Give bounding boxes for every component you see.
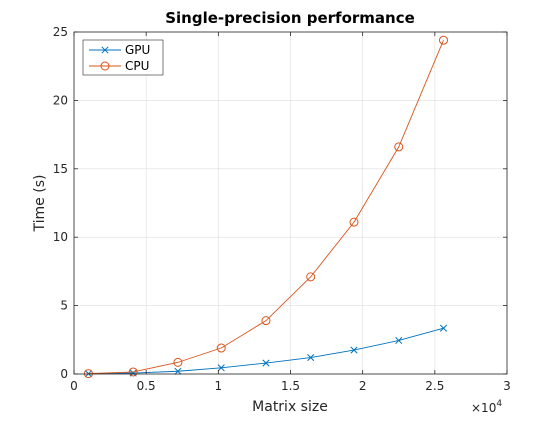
- x-tick-label: 1: [215, 379, 223, 393]
- gpu-data-point-stroke-b: [395, 336, 403, 345]
- cpu-series-line: [88, 40, 444, 375]
- y-axis-label: Time (s): [32, 175, 48, 233]
- gpu-data-point-stroke-b: [350, 346, 358, 354]
- cpu-data-point: [216, 343, 226, 353]
- cpu-data-point: [83, 369, 93, 379]
- cpu-data-point: [394, 142, 404, 152]
- legend-gpu-marker: [101, 46, 109, 54]
- x-axis-exponent-base: ×10: [471, 401, 496, 415]
- cpu-data-point: [261, 316, 271, 326]
- x-axis-label: Matrix size: [252, 399, 328, 415]
- cpu-data-point: [306, 272, 316, 282]
- y-tick-label: 25: [53, 25, 68, 39]
- gpu-data-point: [307, 354, 315, 362]
- legend: GPU CPU: [82, 39, 164, 76]
- legend-box: [82, 39, 164, 76]
- x-axis-exponent-power: 4: [496, 399, 502, 409]
- y-tick-label: 5: [60, 299, 68, 313]
- gpu-data-point: [395, 336, 403, 345]
- gpu-data-point-stroke-b: [262, 359, 270, 367]
- gpu-data-point-stroke-b: [439, 324, 448, 332]
- cpu-data-point: [128, 367, 138, 377]
- gpu-data-point: [262, 359, 270, 367]
- gpu-data-point-stroke-b: [174, 367, 182, 375]
- axes: 0 0.5 1 1.5 2 2.5 3 0 5 10 15 20 25: [53, 25, 511, 393]
- x-tick-label: 0: [70, 379, 78, 393]
- gpu-data-point-stroke-b: [217, 364, 225, 372]
- x-tick-label: 0.5: [137, 379, 156, 393]
- cpu-data-point: [173, 357, 183, 367]
- gpu-data-point: [217, 364, 225, 372]
- y-tick-label: 10: [53, 230, 68, 244]
- legend-gpu-label: GPU: [125, 43, 150, 57]
- x-tick-label: 2.5: [425, 379, 444, 393]
- cpu-data-point: [349, 217, 359, 227]
- cpu-data-point: [438, 35, 448, 45]
- legend-gpu-marker-stroke-b: [101, 46, 109, 54]
- y-tick-label: 0: [60, 367, 68, 381]
- chart-title: Single-precision performance: [165, 9, 415, 27]
- gpu-data-point: [174, 367, 182, 375]
- gpu-data-point: [350, 346, 358, 354]
- gpu-data-point: [439, 324, 448, 332]
- y-tick-label: 20: [53, 93, 68, 107]
- gpu-data-point-stroke-b: [307, 354, 315, 362]
- legend-cpu-label: CPU: [125, 59, 149, 73]
- plot-series: [83, 35, 448, 379]
- x-tick-label: 1.5: [281, 379, 300, 393]
- legend-cpu-marker: [100, 61, 110, 71]
- x-tick-label: 2: [359, 379, 367, 393]
- x-tick-label: 3: [503, 379, 511, 393]
- x-axis-exponent: ×104: [471, 399, 502, 415]
- y-tick-label: 15: [53, 162, 68, 176]
